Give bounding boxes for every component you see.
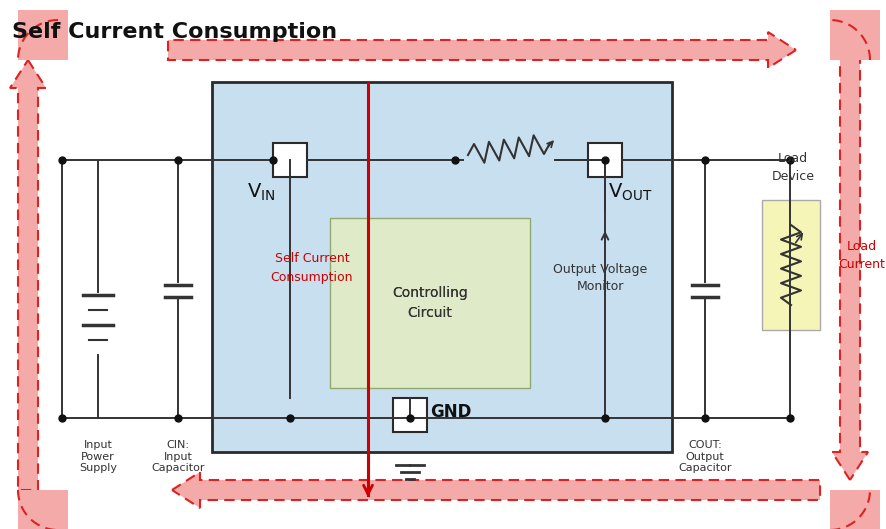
Wedge shape <box>18 490 58 529</box>
Bar <box>830 10 880 60</box>
Text: Input
Power
Supply: Input Power Supply <box>79 440 117 473</box>
Text: $\mathregular{V_{OUT}}$: $\mathregular{V_{OUT}}$ <box>608 181 652 203</box>
Text: COUT:
Output
Capacitor: COUT: Output Capacitor <box>679 440 732 473</box>
Wedge shape <box>830 490 870 529</box>
Text: Self Current Consumption: Self Current Consumption <box>12 22 338 42</box>
Bar <box>18 490 68 529</box>
FancyArrow shape <box>10 60 46 490</box>
Text: Self Current
Consumption: Self Current Consumption <box>271 252 354 284</box>
Bar <box>212 82 672 452</box>
Text: GND: GND <box>430 403 471 421</box>
Text: $\mathregular{V_{IN}}$: $\mathregular{V_{IN}}$ <box>247 181 276 203</box>
Bar <box>18 10 68 60</box>
Text: Controlling
Circuit: Controlling Circuit <box>392 286 468 320</box>
Text: Controlling
Circuit: Controlling Circuit <box>392 286 468 320</box>
Bar <box>273 143 307 177</box>
Bar <box>393 398 427 432</box>
Wedge shape <box>830 20 870 60</box>
Bar <box>762 200 820 330</box>
FancyArrow shape <box>832 50 868 480</box>
FancyArrow shape <box>172 472 820 508</box>
Text: CIN:
Input
Capacitor: CIN: Input Capacitor <box>152 440 205 473</box>
Text: Load
Device: Load Device <box>772 152 814 184</box>
Wedge shape <box>18 20 58 60</box>
Text: Load
Current: Load Current <box>838 241 885 271</box>
FancyArrow shape <box>168 32 796 68</box>
Bar <box>588 143 622 177</box>
Text: Output Voltage
Monitor: Output Voltage Monitor <box>553 262 647 294</box>
Bar <box>830 490 880 529</box>
Bar <box>330 218 530 388</box>
